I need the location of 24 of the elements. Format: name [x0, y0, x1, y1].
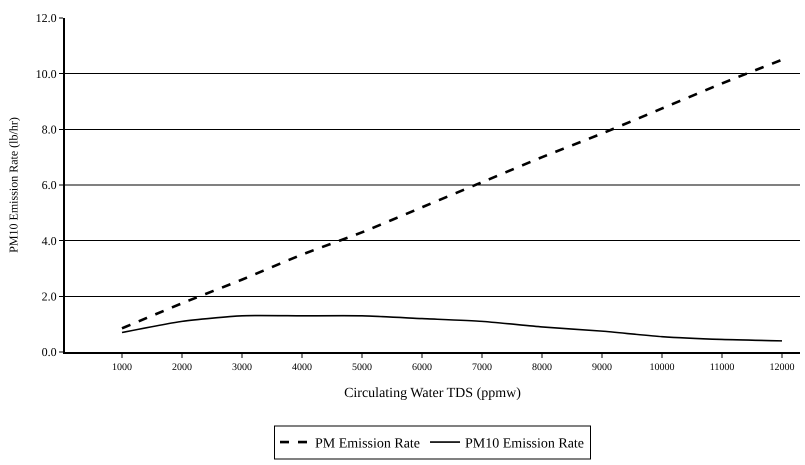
- x-tick-label: 11000: [710, 362, 734, 373]
- legend-label: PM10 Emission Rate: [465, 436, 584, 452]
- y-axis-title: PM10 Emission Rate (lb/hr): [6, 117, 20, 253]
- x-tick-label: 9000: [592, 362, 612, 373]
- y-tick-label: 2.0: [42, 290, 57, 304]
- x-tick-label: 2000: [172, 362, 192, 373]
- line-series: [121, 314, 783, 342]
- y-tick-label: 0.0: [42, 345, 57, 360]
- x-tick-label: 8000: [532, 362, 552, 373]
- y-tick-label: 12.0: [36, 11, 57, 26]
- x-tick-label: 1000: [112, 362, 132, 373]
- x-tick-label: 3000: [232, 362, 252, 373]
- y-tick-label: 6.0: [42, 178, 57, 192]
- x-tick-label: 6000: [412, 362, 432, 373]
- y-tick-label: 10.0: [36, 66, 57, 81]
- x-tick-label: 4000: [292, 362, 312, 373]
- y-tick-label: 8.0: [42, 122, 57, 137]
- x-tick-label: 10000: [650, 362, 674, 373]
- x-tick-label: 7000: [472, 362, 492, 373]
- x-axis-title: Circulating Water TDS (ppmw): [344, 386, 522, 401]
- x-tick-label: 5000: [352, 362, 372, 373]
- y-tick-label: 4.0: [42, 234, 57, 248]
- x-tick-label: 12000: [770, 362, 794, 373]
- legend-label: PM Emission Rate: [315, 436, 420, 452]
